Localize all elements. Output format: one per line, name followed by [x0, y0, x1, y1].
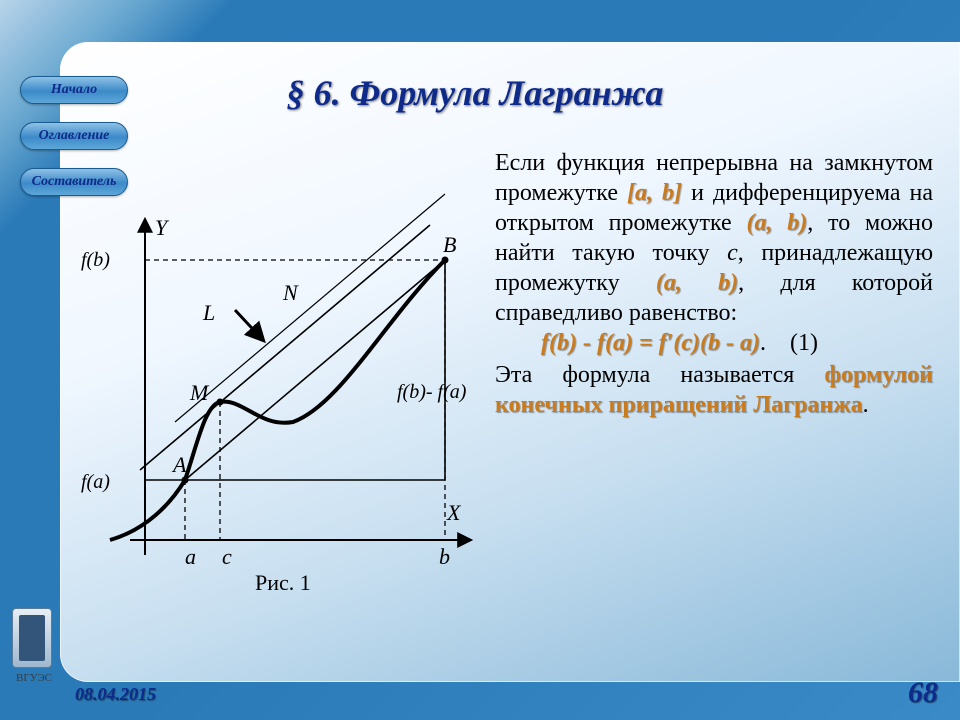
label-y: Y	[155, 215, 170, 240]
point-a-dot	[182, 477, 189, 484]
theorem-name: Эта формула называется формулой конечных…	[495, 360, 933, 420]
theorem-text: Если функция непрерывна на замкнутом про…	[495, 148, 933, 328]
nav-toc-button[interactable]: Оглавление	[20, 122, 128, 150]
org-logo	[12, 608, 52, 668]
label-diff: f(b)- f(a)	[397, 381, 467, 403]
label-c: c	[222, 544, 232, 569]
eq-number: (1)	[790, 330, 818, 356]
formula: f(b) - f(a) = f′(c)(b - a)	[541, 330, 760, 356]
label-b: b	[439, 544, 450, 569]
page-title: § 6. Формула Лагранжа	[0, 72, 950, 114]
point-b-dot	[442, 257, 449, 264]
label-N: N	[282, 280, 299, 305]
org-label: ВГУЭС	[16, 672, 52, 684]
label-B: B	[443, 232, 456, 257]
diagram-caption: Рис. 1	[255, 570, 311, 595]
interval-closed: [a, b]	[627, 180, 682, 206]
footer-date: 08.04.2015	[75, 684, 156, 705]
parallel-arrow	[235, 310, 263, 340]
label-L: L	[202, 300, 215, 325]
body-text: Если функция непрерывна на замкнутом про…	[495, 148, 933, 420]
label-A: A	[171, 452, 187, 477]
label-fb: f(b)	[81, 249, 110, 271]
nav-author-button[interactable]: Составитель	[20, 168, 128, 196]
interval-open-2: (a, b)	[656, 270, 738, 296]
chord-ab	[185, 260, 445, 480]
label-a: a	[185, 544, 196, 569]
formula-line: f(b) - f(a) = f′(c)(b - a). (1)	[495, 328, 933, 358]
point-m-dot	[217, 399, 224, 406]
footer-page: 68	[908, 676, 938, 710]
label-x: X	[446, 500, 462, 525]
diagram: Y X A B M N L f(b) f(a) f(b)- f(a) a c b…	[85, 210, 485, 610]
label-M: M	[189, 380, 210, 405]
label-fa: f(a)	[81, 471, 110, 493]
interval-open-1: (a, b)	[746, 210, 807, 236]
tangent-line	[140, 225, 430, 470]
